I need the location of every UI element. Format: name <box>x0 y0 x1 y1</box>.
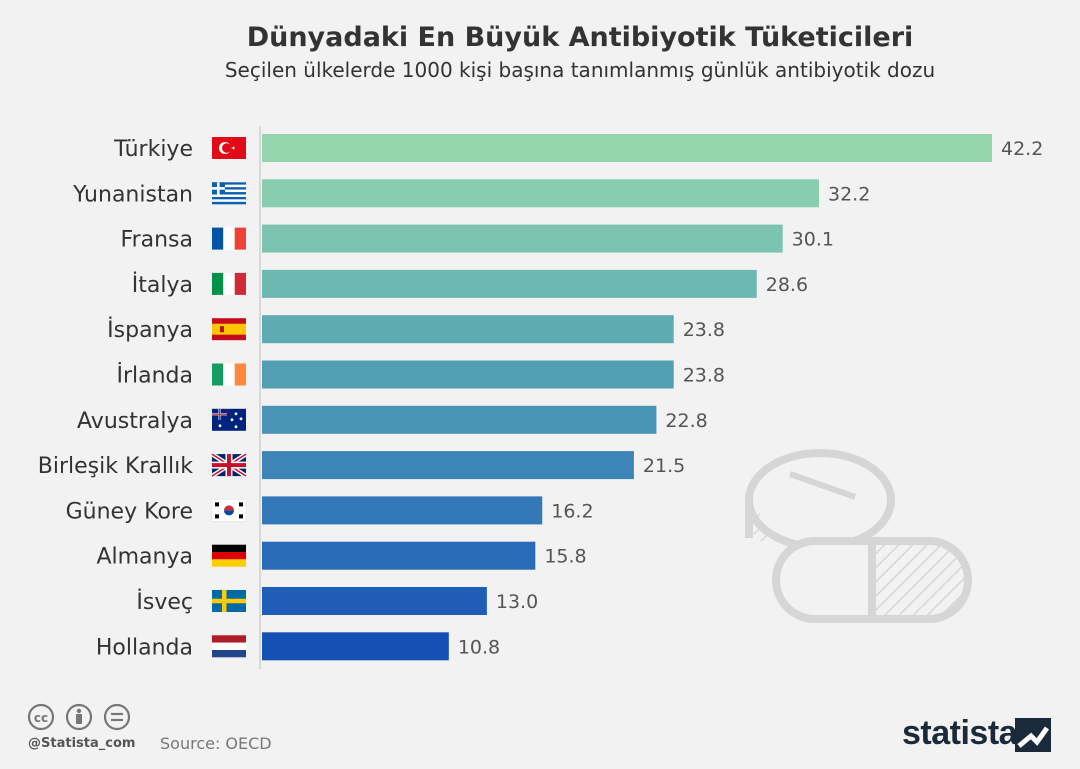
category-label: Birleşik Krallık <box>38 454 193 479</box>
flag-australia-icon <box>212 408 246 431</box>
value-label: 21.5 <box>643 455 685 477</box>
category-label: İtalya <box>132 272 193 298</box>
bar[interactable] <box>262 360 674 389</box>
bar[interactable] <box>262 269 757 298</box>
flag-netherlands-icon <box>212 635 246 658</box>
flag-uk-icon <box>210 452 248 478</box>
bar[interactable] <box>262 451 634 480</box>
flag-germany-icon <box>212 544 246 567</box>
svg-text:cc: cc <box>34 711 48 725</box>
bar-row: İtalya 28.6 <box>132 269 808 298</box>
value-label: 32.2 <box>828 183 870 205</box>
bar[interactable] <box>262 405 657 434</box>
category-label: Hollanda <box>96 635 193 660</box>
value-label: 10.8 <box>458 636 500 658</box>
value-label: 16.2 <box>551 500 593 522</box>
bar[interactable] <box>262 541 536 570</box>
value-label: 23.8 <box>683 365 725 387</box>
flag-italy-icon <box>212 272 246 295</box>
value-label: 28.6 <box>766 274 808 296</box>
bar[interactable] <box>262 224 783 253</box>
chart-subtitle: Seçilen ülkelerde 1000 kişi başına tanım… <box>224 58 936 82</box>
value-label: 15.8 <box>544 546 586 568</box>
nd-icon <box>103 703 131 731</box>
cc-icon: cc <box>27 703 55 731</box>
value-label: 42.2 <box>1001 138 1043 160</box>
category-label: İrlanda <box>116 363 193 389</box>
bar[interactable] <box>262 134 992 162</box>
bar-row: Birleşik Krallık 21.5 <box>38 451 685 480</box>
bar-row: İsveç 13.0 <box>136 587 538 615</box>
bar[interactable] <box>262 587 487 615</box>
value-label: 22.8 <box>665 410 707 432</box>
bar-row: Fransa 30.1 <box>121 224 834 253</box>
flag-south-korea-icon <box>211 499 247 522</box>
bar-row: İspanya 23.8 <box>107 315 725 344</box>
category-label: Güney Kore <box>66 499 193 524</box>
bars-group: Türkiye 42.2 Yunanistan 32.2 Fransa 30.1 İtaly… <box>38 134 1043 661</box>
bar-row: İrlanda 23.8 <box>116 360 725 389</box>
category-label: Yunanistan <box>72 182 193 207</box>
bar-row: Türkiye 42.2 <box>113 134 1043 162</box>
category-label: İspanya <box>107 317 193 343</box>
category-label: Fransa <box>121 228 193 253</box>
chart-title: Dünyadaki En Büyük Antibiyotik Tüketicil… <box>246 22 914 53</box>
category-label: Almanya <box>96 545 193 570</box>
bar[interactable] <box>262 632 449 661</box>
statista-logo-icon <box>1015 718 1051 752</box>
bar[interactable] <box>262 496 543 525</box>
statista-logo-text: statista <box>902 714 1018 752</box>
flag-greece-icon <box>212 182 246 205</box>
source-note[interactable]: Source: OECD <box>160 734 272 753</box>
license-icons: cc <box>27 703 131 731</box>
category-label: Türkiye <box>113 137 193 162</box>
flag-turkey-icon <box>212 137 246 159</box>
bar[interactable] <box>262 315 674 344</box>
value-label: 30.1 <box>792 229 834 251</box>
bar[interactable] <box>262 179 820 208</box>
flag-ireland-icon <box>212 363 246 386</box>
bar-row: Almanya 15.8 <box>96 541 587 570</box>
category-label: İsveç <box>136 589 193 615</box>
bar-row: Yunanistan 32.2 <box>72 179 870 208</box>
category-label: Avustralya <box>77 409 193 434</box>
value-label: 13.0 <box>496 591 538 613</box>
statista-handle: @Statista_com <box>28 736 136 751</box>
bar-row: Avustralya 22.8 <box>77 405 708 434</box>
flag-france-icon <box>212 227 246 250</box>
bar-row: Hollanda 10.8 <box>96 632 500 661</box>
flag-sweden-icon <box>212 590 246 612</box>
by-icon <box>65 703 93 731</box>
flag-spain-icon <box>212 318 246 341</box>
value-label: 23.8 <box>683 319 725 341</box>
pills-icon <box>745 449 972 623</box>
bar-row: Güney Kore 16.2 <box>66 496 594 525</box>
